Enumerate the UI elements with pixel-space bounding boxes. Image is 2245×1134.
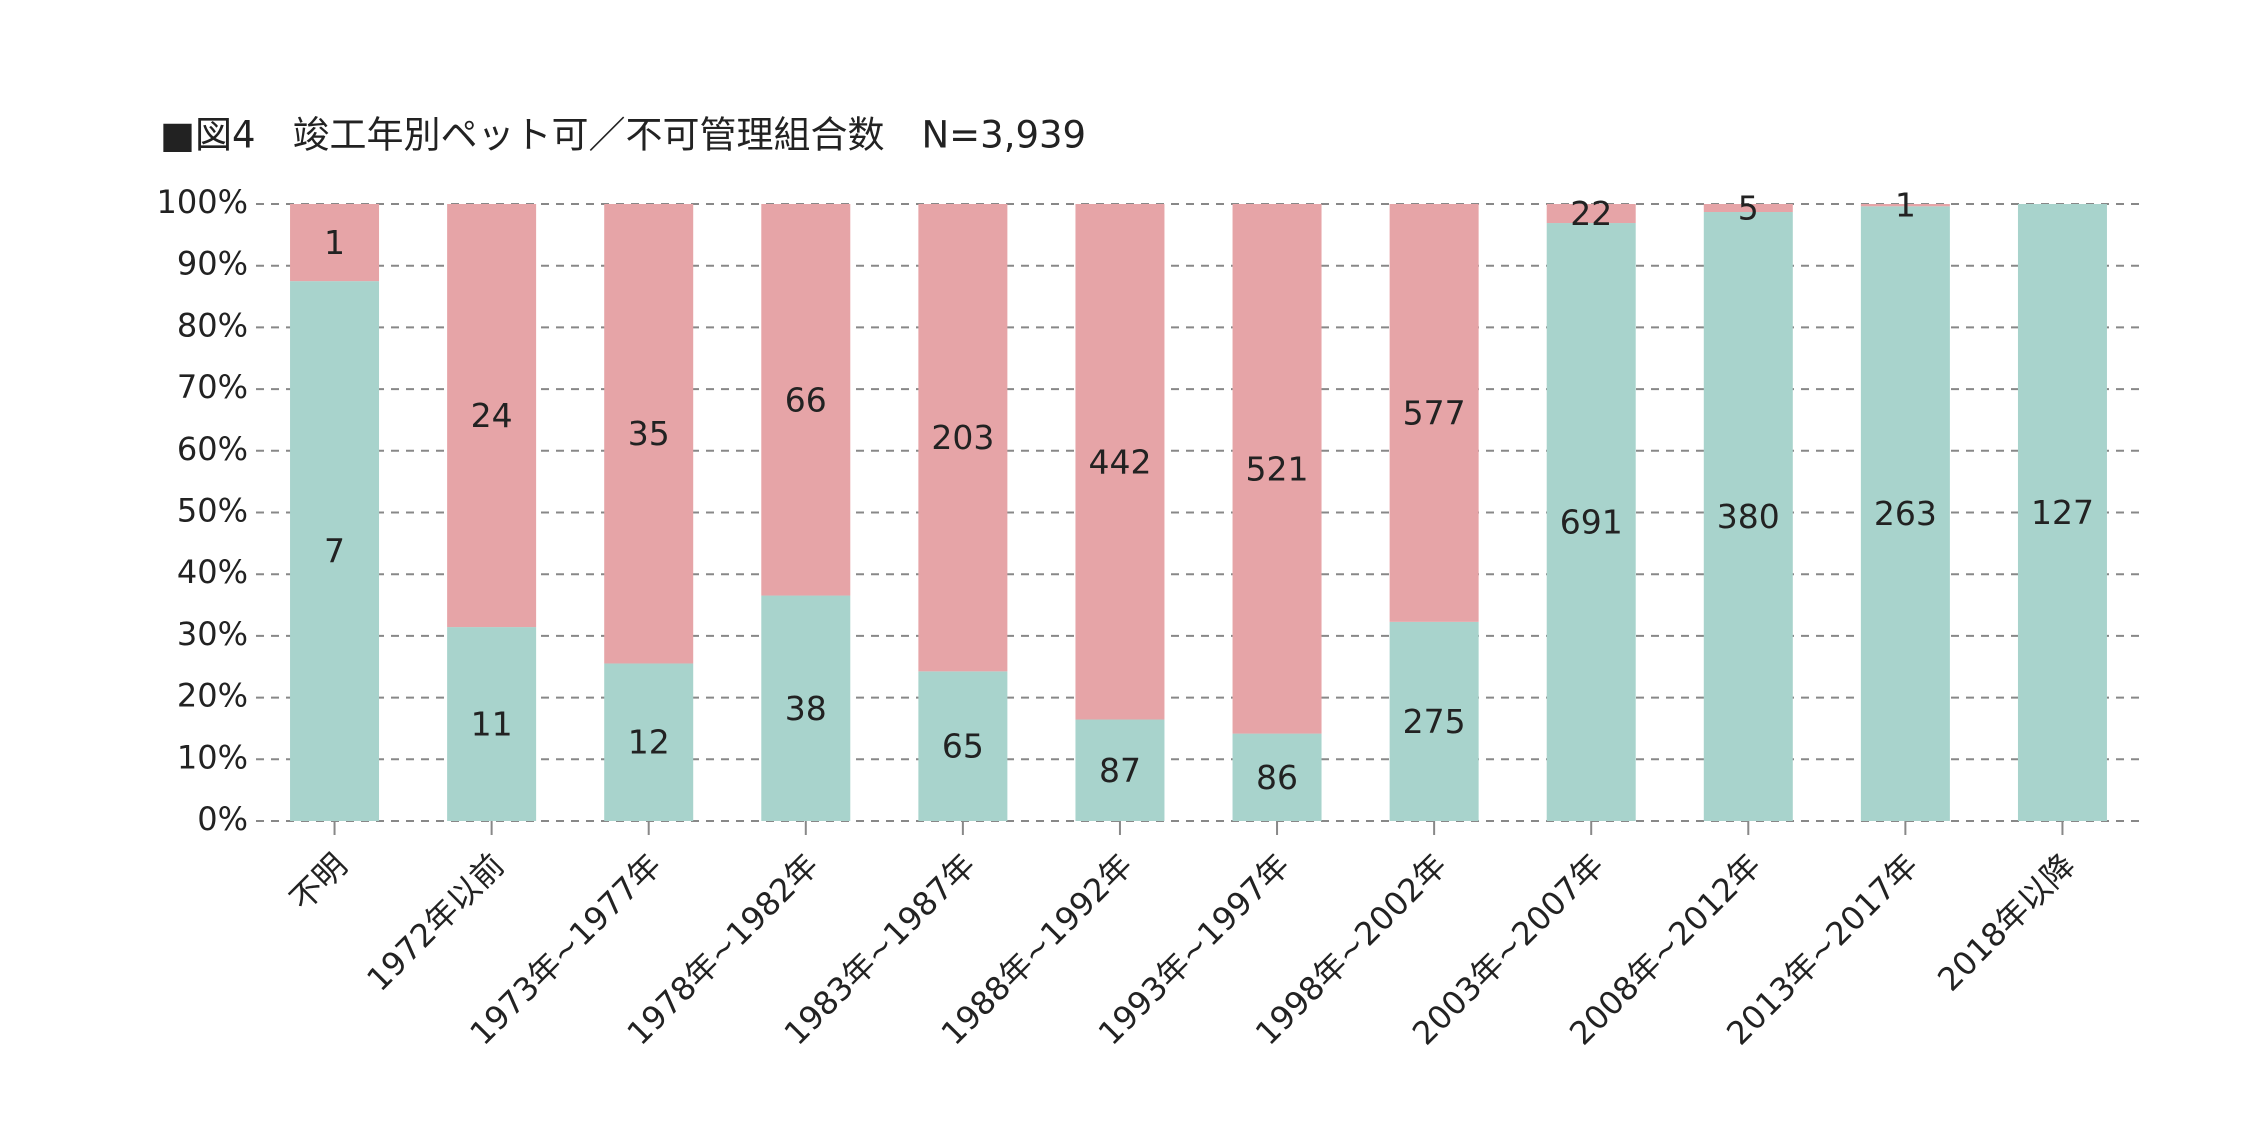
bar-segment — [447, 204, 537, 628]
data-label: 275 — [1403, 702, 1466, 741]
bar-segment — [1232, 733, 1322, 821]
data-label: 35 — [628, 414, 670, 453]
bar-segment — [1546, 223, 1636, 822]
y-tick-label: 50% — [177, 492, 248, 530]
bar-segment — [918, 671, 1008, 821]
data-label: 5 — [1738, 189, 1759, 228]
y-tick-label: 70% — [177, 368, 248, 406]
data-label: 691 — [1560, 503, 1623, 542]
data-label: 1 — [324, 223, 345, 262]
data-label: 380 — [1717, 497, 1780, 536]
bar-segment — [1075, 719, 1165, 821]
y-tick-label: 0% — [197, 800, 248, 838]
data-label: 203 — [931, 418, 994, 457]
bar-segment — [761, 595, 851, 821]
data-label: 66 — [785, 380, 827, 419]
bar-layer — [290, 204, 2107, 822]
bar-segment — [1546, 204, 1636, 224]
x-tick-label: 不明 — [282, 846, 354, 918]
x-tick-label: 1972年以前 — [359, 846, 511, 998]
bar-segment — [290, 204, 380, 282]
bar-segment — [918, 204, 1008, 672]
data-label: 22 — [1570, 194, 1612, 233]
y-tick-label: 90% — [177, 245, 248, 283]
bar-segment — [447, 627, 537, 821]
bar-segment — [1389, 204, 1479, 622]
bar-segment — [2017, 204, 2107, 821]
bar-segment — [1389, 621, 1479, 821]
data-label: 87 — [1099, 751, 1141, 790]
grid-layer — [256, 203, 2141, 822]
data-label: 577 — [1403, 393, 1466, 432]
bar-segment — [1703, 204, 1793, 213]
bar-segment — [604, 204, 694, 664]
bar-segment — [1703, 212, 1793, 821]
bar-segment — [1232, 204, 1322, 734]
data-label: 7 — [324, 532, 345, 571]
data-label: 263 — [1874, 494, 1937, 533]
data-label: 11 — [471, 705, 513, 744]
y-tick-label: 100% — [157, 183, 248, 221]
y-tick-label: 10% — [177, 738, 248, 776]
data-label: 127 — [2031, 493, 2094, 532]
bar-segment — [1860, 204, 1950, 207]
data-label: 442 — [1088, 442, 1151, 481]
bar-segment — [604, 663, 694, 821]
chart-title: ■図4 竣工年別ペット可／不可管理組合数 N=3,939 — [160, 114, 1086, 157]
bar-segment — [761, 204, 851, 596]
y-tick-label: 30% — [177, 615, 248, 653]
x-tick-label: 2018年以降 — [1930, 846, 2082, 998]
y-tick-label: 40% — [177, 553, 248, 591]
data-label: 86 — [1256, 758, 1298, 797]
data-label: 1 — [1895, 186, 1916, 225]
bar-segment — [290, 281, 380, 821]
y-tick-label: 20% — [177, 677, 248, 715]
bar-segment — [1075, 204, 1165, 720]
data-label: 38 — [785, 689, 827, 728]
data-label: 24 — [471, 396, 513, 435]
data-label: 65 — [942, 727, 984, 766]
data-label: 521 — [1246, 449, 1309, 488]
bar-segment — [1860, 206, 1950, 821]
y-tick-label: 80% — [177, 306, 248, 344]
y-tick-label: 60% — [177, 430, 248, 468]
data-label: 12 — [628, 723, 670, 762]
